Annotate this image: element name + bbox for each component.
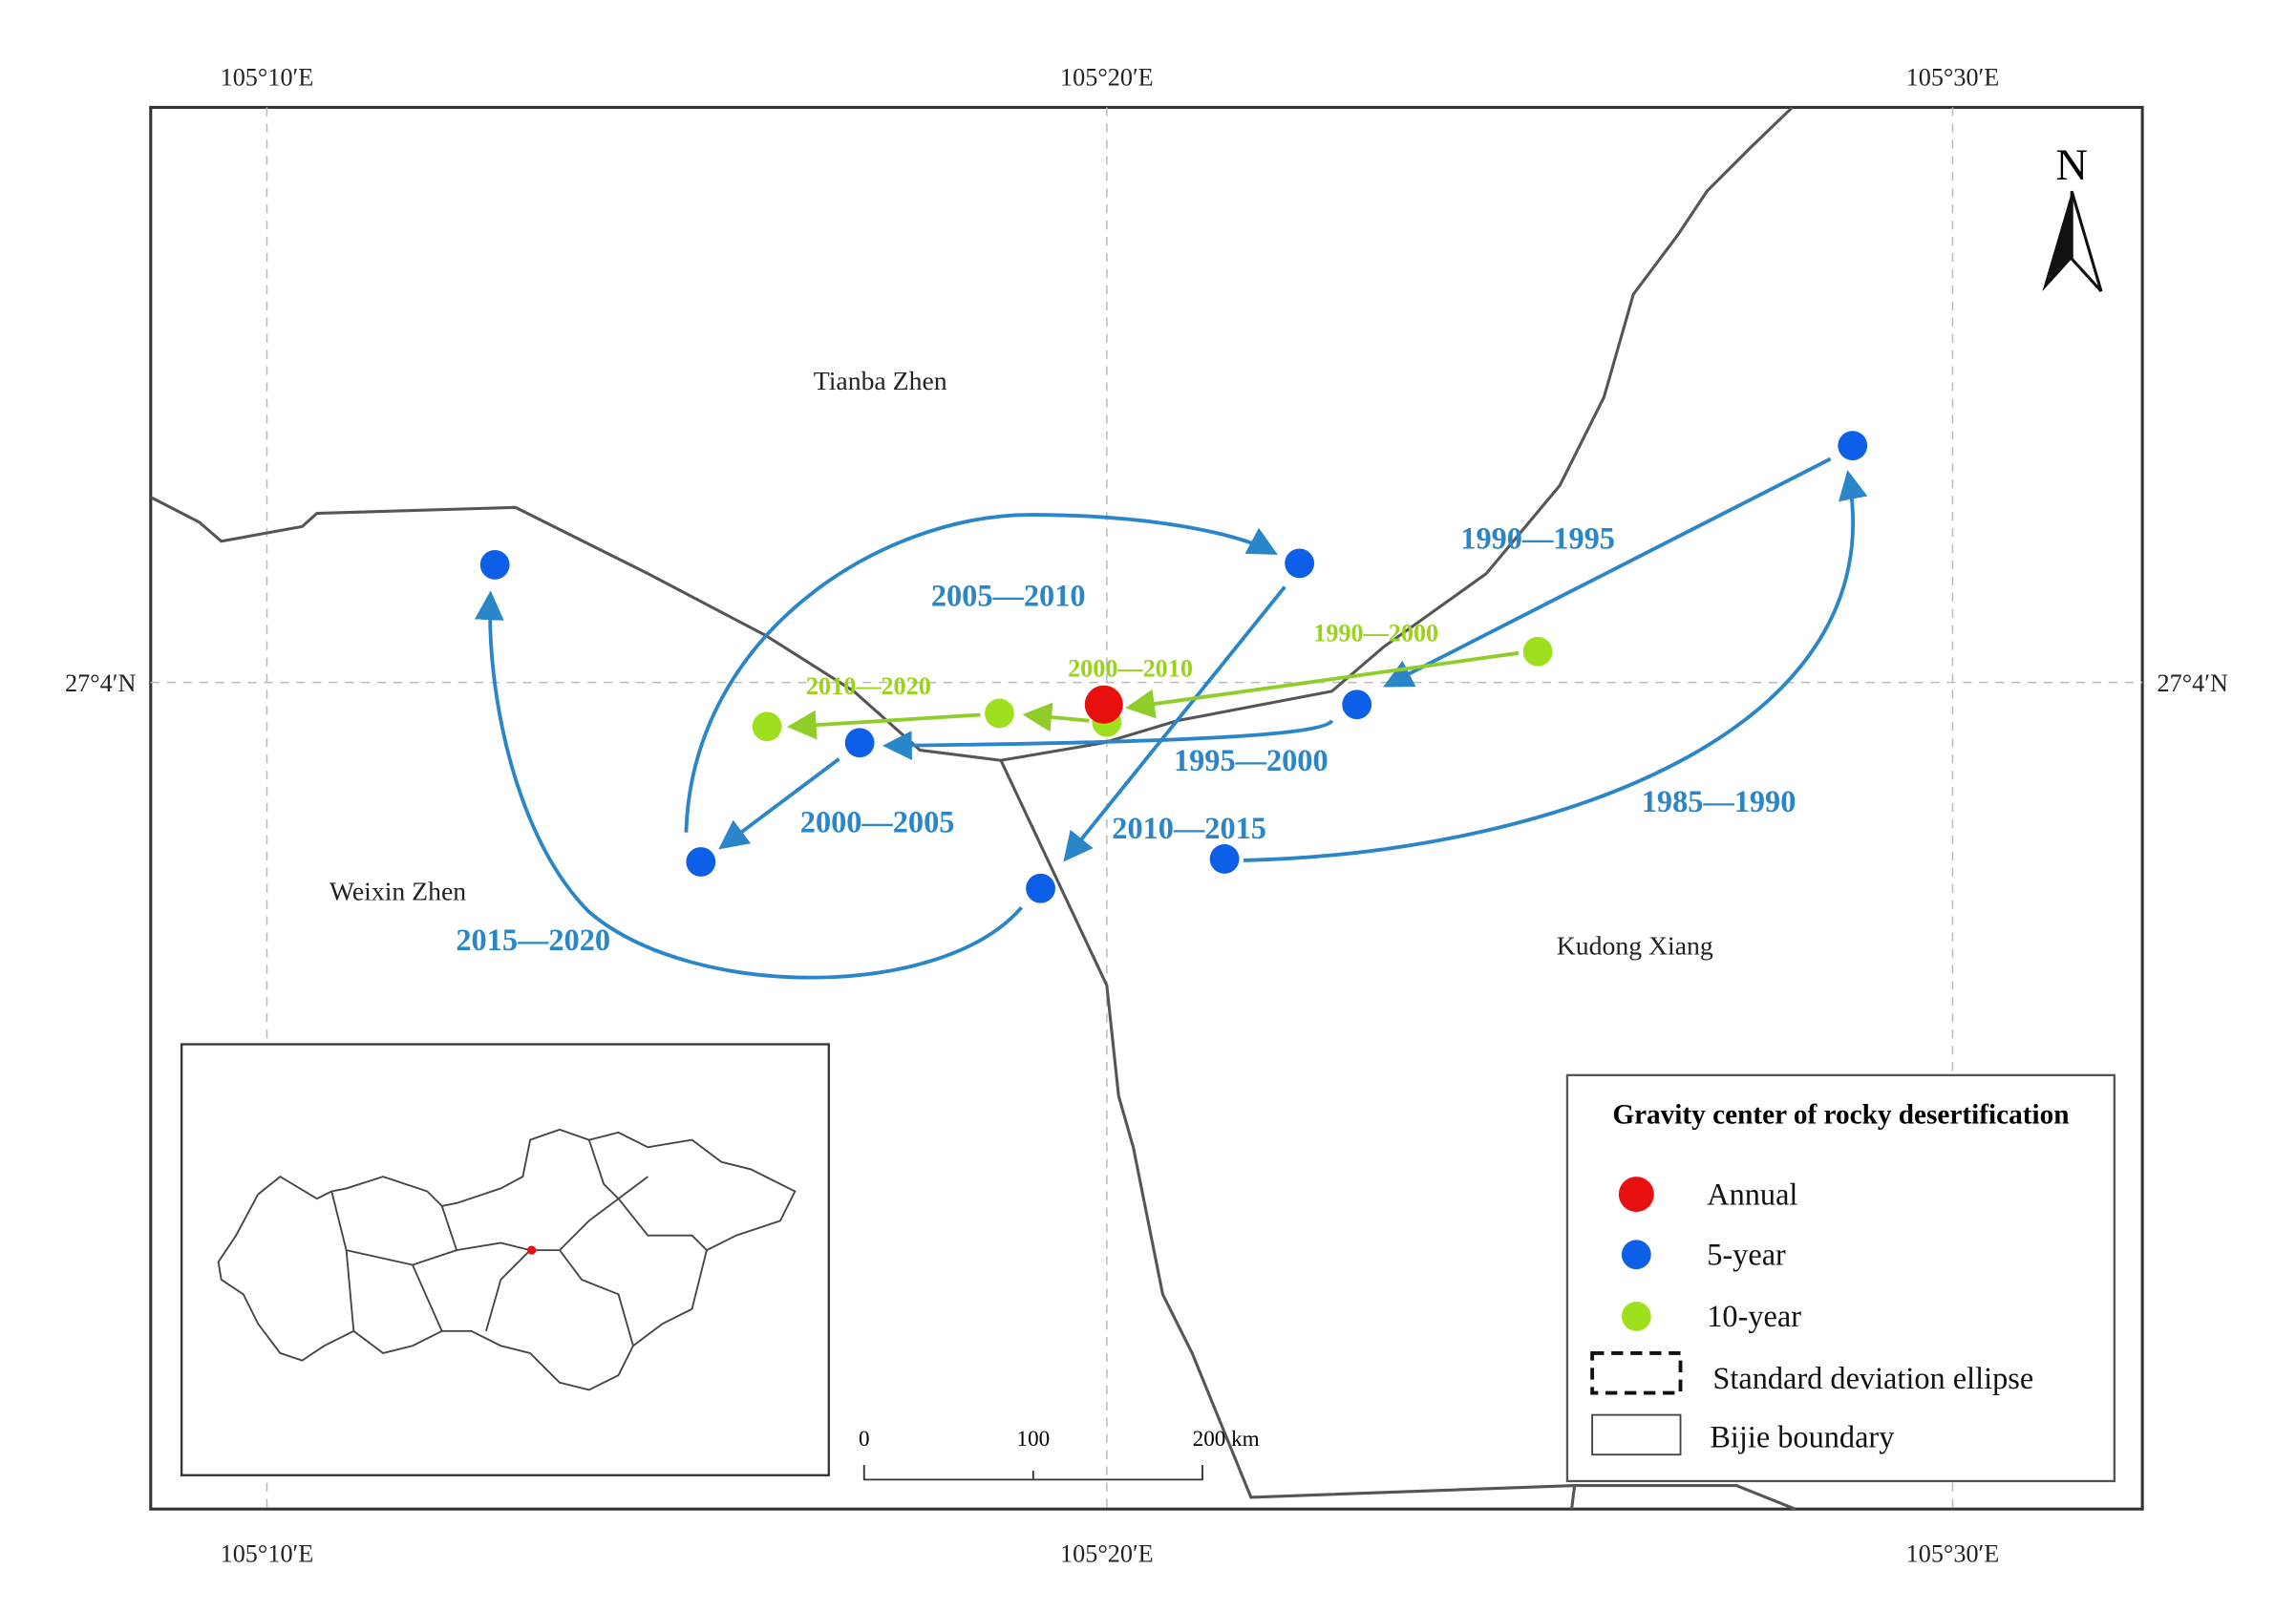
arrow bbox=[1022, 702, 1090, 732]
point-10-year bbox=[985, 698, 1014, 729]
arrow bbox=[1244, 470, 1868, 862]
scale-label: 100 bbox=[1017, 1426, 1051, 1451]
scale-bar: 0 100 200 km bbox=[859, 1426, 1260, 1481]
lon-label: 105°30′E bbox=[1906, 63, 2000, 91]
point-5-year bbox=[1026, 873, 1055, 903]
arrow bbox=[1383, 456, 1832, 688]
period-label: 2005—2010 bbox=[931, 579, 1086, 613]
lat-label: 27°4′N bbox=[2158, 669, 2228, 697]
lat-label: 27°4′N bbox=[65, 669, 136, 697]
arrow bbox=[718, 757, 840, 850]
lon-label: 105°20′E bbox=[1060, 63, 1154, 91]
legend-label: 10-year bbox=[1707, 1299, 1801, 1333]
inset-map bbox=[180, 1043, 830, 1476]
legend: Gravity center of rocky desertification … bbox=[1565, 1073, 2116, 1483]
legend-symbol bbox=[1591, 1413, 1682, 1456]
legend-label: 5-year bbox=[1707, 1238, 1786, 1272]
legend-symbol bbox=[1618, 1177, 1654, 1213]
period-label: 2000—2005 bbox=[800, 805, 955, 839]
arrow bbox=[786, 710, 981, 740]
blue-arrows bbox=[474, 456, 1868, 980]
point-5-year bbox=[1342, 689, 1372, 720]
legend-title: Gravity center of rocky desertification bbox=[1612, 1100, 2069, 1131]
lon-label: 105°30′E bbox=[1906, 1540, 2000, 1568]
lon-label: 105°10′E bbox=[221, 1540, 314, 1568]
place-label: Kudong Xiang bbox=[1557, 931, 1713, 961]
point-5-year bbox=[686, 847, 716, 877]
inset-divisions bbox=[330, 1139, 708, 1347]
point-annual bbox=[1084, 685, 1123, 724]
legend-symbol bbox=[1621, 1240, 1651, 1270]
arrow bbox=[474, 590, 1024, 980]
arrow bbox=[882, 719, 1334, 760]
legend-label: Standard deviation ellipse bbox=[1712, 1361, 2033, 1395]
period-label: 1985—1990 bbox=[1642, 784, 1796, 818]
points bbox=[479, 431, 1868, 903]
legend-box bbox=[1565, 1073, 2116, 1483]
period-label: 1990—2000 bbox=[1313, 620, 1438, 647]
period-label: 2015—2020 bbox=[456, 923, 610, 957]
north-arrow-right bbox=[2070, 190, 2103, 292]
point-5-year bbox=[844, 728, 875, 758]
scale-bar-line bbox=[862, 1464, 1203, 1481]
legend-symbol bbox=[1621, 1302, 1651, 1331]
scale-label: 200 km bbox=[1193, 1426, 1260, 1451]
point-10-year bbox=[752, 711, 782, 742]
period-label: 2010—2015 bbox=[1112, 811, 1266, 845]
point-5-year bbox=[479, 550, 510, 580]
scale-label: 0 bbox=[859, 1426, 870, 1451]
lon-label: 105°20′E bbox=[1060, 1540, 1154, 1568]
lon-label: 105°10′E bbox=[221, 63, 314, 91]
period-label: 1990—1995 bbox=[1460, 520, 1615, 555]
period-label: 1995—2000 bbox=[1174, 743, 1329, 777]
legend-symbol bbox=[1590, 1351, 1683, 1395]
period-label: 2000—2010 bbox=[1068, 654, 1193, 682]
period-label: 2010—2020 bbox=[806, 672, 931, 700]
point-5-year bbox=[1285, 548, 1315, 579]
inset-outline bbox=[217, 1128, 797, 1391]
place-label: Tianba Zhen bbox=[814, 366, 947, 395]
point-5-year bbox=[1838, 431, 1868, 461]
green-arrows bbox=[786, 650, 1520, 740]
point-10-year bbox=[1522, 636, 1553, 667]
place-label: Weixin Zhen bbox=[330, 877, 466, 906]
inset-location bbox=[527, 1245, 537, 1255]
arrow bbox=[684, 513, 1278, 833]
north-label: N bbox=[2056, 140, 2088, 189]
legend-label: Annual bbox=[1707, 1177, 1797, 1211]
inset-frame bbox=[180, 1043, 830, 1476]
point-5-year bbox=[1209, 844, 1240, 874]
boundary bbox=[999, 759, 1796, 1511]
legend-label: Bijie boundary bbox=[1710, 1420, 1895, 1454]
arrow bbox=[1125, 650, 1520, 719]
arrow bbox=[1063, 585, 1286, 862]
